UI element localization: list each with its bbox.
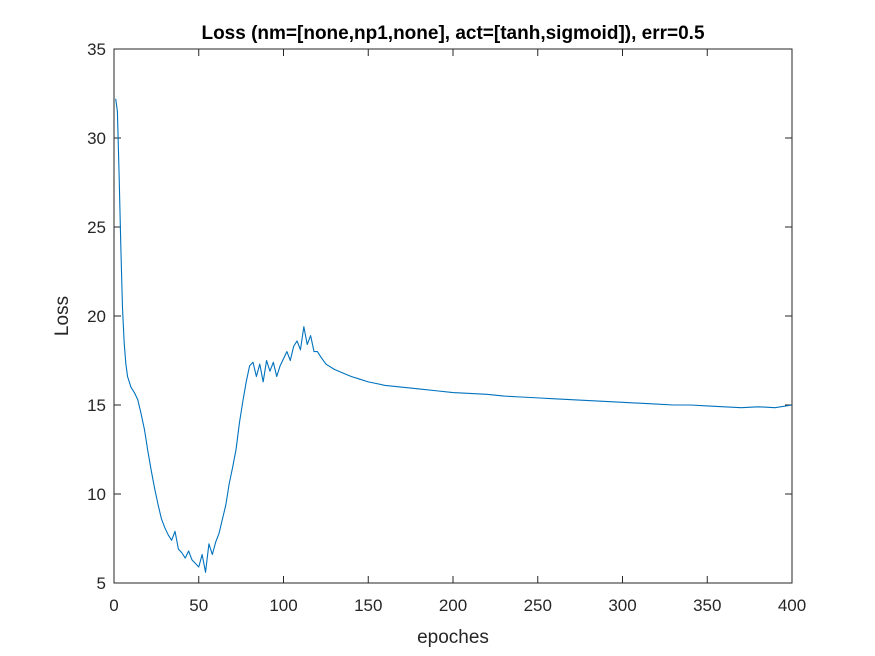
plot-box [113,48,793,584]
x-tick-label: 200 [439,596,467,615]
x-axis-ticks: 0 50 100 150 200 250 300 350 400 [109,49,806,615]
x-tick-label: 150 [354,596,382,615]
y-tick-label: 30 [87,129,106,148]
y-tick-label: 25 [87,218,106,237]
x-tick-label: 400 [778,596,806,615]
y-tick-label: 20 [87,307,106,326]
x-tick-label: 0 [109,596,118,615]
y-axis-ticks: 5 10 15 20 25 30 35 [87,40,792,593]
plot-area [114,49,792,583]
x-tick-label: 250 [524,596,552,615]
x-tick-label: 300 [608,596,636,615]
x-tick-label: 350 [693,596,721,615]
x-tick-label: 100 [269,596,297,615]
y-tick-label: 15 [87,396,106,415]
y-tick-label: 5 [97,574,106,593]
y-tick-label: 10 [87,485,106,504]
x-tick-label: 50 [189,596,208,615]
loss-series-line [115,98,793,573]
y-tick-label: 35 [87,40,106,59]
chart-title: Loss (nm=[none,np1,none], act=[tanh,sigm… [201,23,704,44]
x-axis-label: epoches [417,627,489,648]
y-axis-label: Loss [52,296,73,336]
